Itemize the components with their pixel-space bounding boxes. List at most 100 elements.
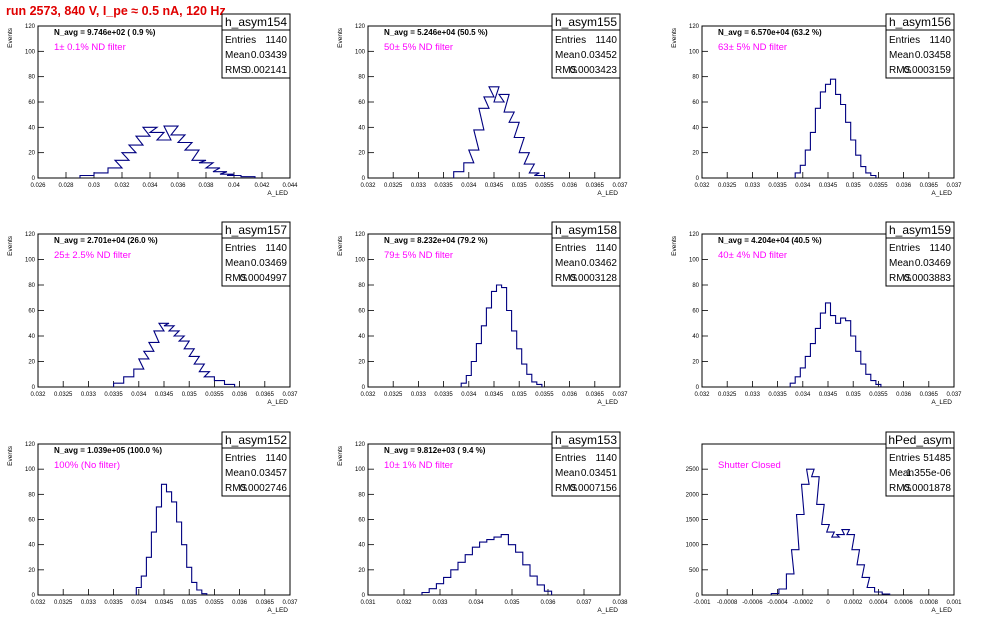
filter-label: 100% (No filter) — [54, 460, 120, 471]
stats-title: h_asym157 — [225, 223, 287, 237]
stats-label: RMS — [555, 65, 578, 76]
stats-value: 0.03469 — [915, 258, 952, 269]
stats-label: RMS — [555, 483, 578, 494]
stats-label: Entries — [225, 35, 256, 46]
x-tick-label: 0.032 — [396, 600, 412, 606]
y-tick-label: 100 — [689, 258, 700, 264]
y-tick-label: 0 — [696, 385, 700, 391]
stats-value: 0.0003128 — [570, 273, 618, 284]
x-tick-label: 0.0365 — [256, 600, 275, 606]
x-tick-label: 0.0355 — [205, 600, 224, 606]
x-axis-label: A_LED — [931, 607, 952, 614]
y-tick-label: 20 — [692, 151, 699, 157]
stats-value: 0.0001878 — [904, 483, 952, 494]
y-tick-label: 80 — [358, 492, 365, 498]
y-tick-label: 80 — [692, 75, 699, 81]
stats-value: 0.0003423 — [570, 65, 618, 76]
y-tick-label: 40 — [358, 334, 365, 340]
histogram-line — [453, 86, 545, 178]
x-tick-label: 0.032 — [114, 183, 130, 189]
x-tick-label: 0.033 — [745, 183, 761, 189]
stats-label: RMS — [889, 65, 912, 76]
y-tick-label: 40 — [28, 334, 35, 340]
x-tick-label: 0.0002 — [844, 600, 863, 606]
n-avg-label: N_avg = 4.204e+04 (40.5 %) — [718, 236, 822, 245]
histogram-line — [421, 534, 553, 595]
stats-box — [221, 237, 291, 287]
x-axis-label: A_LED — [931, 399, 952, 406]
x-tick-label: 0.032 — [30, 392, 46, 398]
y-tick-label: 20 — [28, 360, 35, 366]
histogram-panel-h_asym152: 0 20 40 60 80 100 120 0.032 0.0325 0.033 0.0335 0.0… — [7, 431, 298, 614]
x-tick-label: 0.0008 — [920, 600, 939, 606]
y-axis-label: Events — [7, 27, 14, 48]
stats-label: Entries — [555, 453, 586, 464]
x-tick-label: 0.0345 — [155, 392, 174, 398]
x-tick-label: 0.032 — [30, 600, 46, 606]
filter-label: 1± 0.1% ND filter — [54, 42, 126, 53]
x-tick-label: 0.0325 — [384, 183, 403, 189]
stats-box — [551, 29, 621, 79]
x-tick-label: 0.0365 — [920, 392, 939, 398]
y-tick-label: 2000 — [686, 492, 700, 498]
y-tick-label: 20 — [358, 151, 365, 157]
y-tick-label: 60 — [28, 309, 35, 315]
x-tick-label: 0.036 — [896, 183, 912, 189]
x-axis-label: A_LED — [267, 190, 288, 197]
n-avg-label: N_avg = 9.812e+03 ( 9.4 %) — [384, 446, 486, 455]
x-tick-label: 0.0335 — [104, 392, 123, 398]
y-tick-label: 1000 — [686, 543, 700, 549]
y-tick-label: 20 — [358, 360, 365, 366]
x-tick-label: 0.0355 — [205, 392, 224, 398]
y-tick-label: 60 — [692, 309, 699, 315]
y-tick-label: 2500 — [686, 467, 700, 473]
stats-label: RMS — [225, 273, 248, 284]
stats-title: h_asym155 — [555, 15, 617, 29]
stats-label: Mean — [225, 258, 250, 269]
x-tick-label: 0.037 — [612, 183, 628, 189]
n-avg-label: N_avg = 8.232e+04 (79.2 %) — [384, 236, 488, 245]
x-tick-label: 0.033 — [411, 183, 427, 189]
n-avg-label: N_avg = 6.570e+04 (63.2 %) — [718, 28, 822, 37]
stats-value: 0.03452 — [581, 50, 618, 61]
stats-box — [885, 237, 955, 287]
y-axis-label: Events — [337, 27, 344, 48]
x-tick-label: 0.033 — [81, 392, 97, 398]
stats-value: 1140 — [595, 35, 617, 46]
x-tick-label: 0.0335 — [104, 600, 123, 606]
stats-title: h_asym152 — [225, 433, 287, 447]
x-tick-label: 0.034 — [131, 600, 147, 606]
stats-value: 1140 — [595, 453, 617, 464]
x-tick-label: 0.032 — [694, 183, 710, 189]
histogram-panel-h_asym155: 0 20 40 60 80 100 120 0.032 0.0325 0.033 0.0335 0.0… — [337, 13, 628, 197]
x-axis-label: A_LED — [597, 607, 618, 614]
x-tick-label: 0.035 — [182, 600, 198, 606]
stats-title: hPed_asym — [888, 433, 951, 447]
stats-label: Mean — [889, 50, 914, 61]
x-tick-label: 0.034 — [468, 600, 484, 606]
stats-label: Entries — [225, 243, 256, 254]
histogram-panel-h_asym154: 0 20 40 60 80 100 120 0.026 0.028 0.03 0.032 0.034 0… — [7, 13, 298, 197]
y-tick-label: 0 — [362, 176, 366, 182]
y-tick-label: 500 — [689, 568, 700, 574]
stats-value: 1.355e-06 — [906, 468, 951, 479]
x-tick-label: 0.033 — [745, 392, 761, 398]
y-tick-label: 40 — [28, 125, 35, 131]
histogram-line — [460, 284, 543, 387]
x-tick-label: 0.026 — [30, 183, 46, 189]
stats-title: h_asym154 — [225, 15, 287, 29]
x-tick-label: 0.0345 — [819, 392, 838, 398]
y-tick-label: 60 — [358, 100, 365, 106]
stats-value: 0.002141 — [245, 65, 287, 76]
x-tick-label: 0.036 — [232, 600, 248, 606]
x-tick-label: 0.036 — [562, 183, 578, 189]
x-tick-label: 0.034 — [461, 183, 477, 189]
stats-value: 1140 — [929, 243, 951, 254]
y-tick-label: 0 — [32, 176, 36, 182]
x-tick-label: 0.035 — [846, 392, 862, 398]
y-tick-label: 100 — [355, 49, 366, 55]
n-avg-label: N_avg = 9.746e+02 ( 0.9 %) — [54, 28, 156, 37]
x-tick-label: 0.038 — [612, 600, 628, 606]
x-tick-label: 0.0345 — [485, 183, 504, 189]
